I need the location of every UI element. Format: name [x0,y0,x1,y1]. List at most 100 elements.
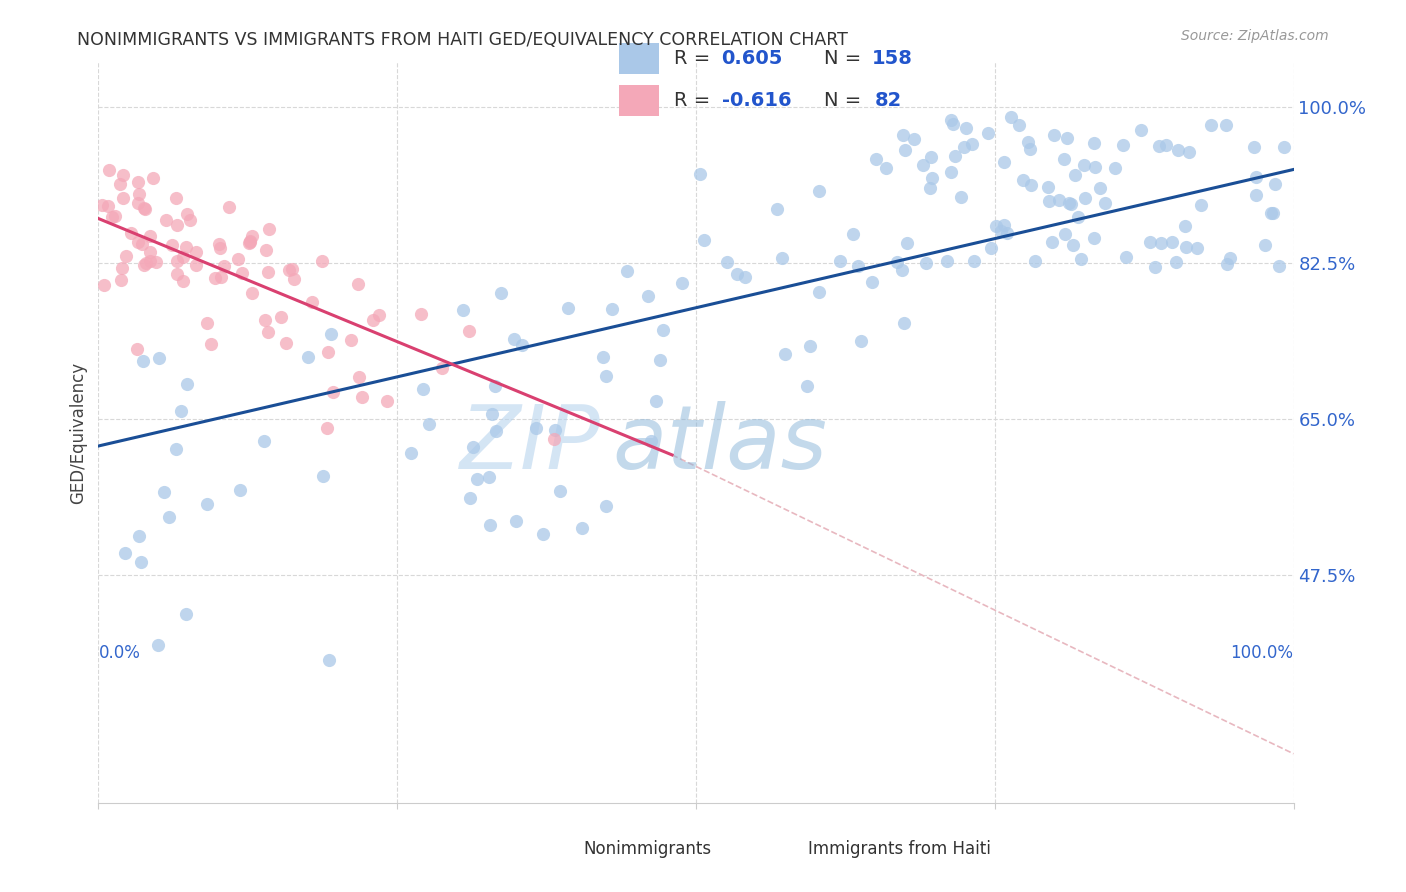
Point [112,191,135,205]
Point [557,301,579,315]
Point [209,270,232,285]
Point [1161,235,1184,249]
Point [915,255,938,269]
Point [1243,140,1265,154]
Point [651,323,673,337]
Text: N =: N = [824,91,868,111]
Point [256,325,278,339]
Point [1083,230,1105,244]
Point [281,262,304,277]
Point [238,235,260,250]
Point [993,155,1015,169]
Text: 0.0%: 0.0% [98,644,141,662]
Point [101,210,124,224]
Point [174,240,197,254]
Text: Immigrants from Haiti: Immigrants from Haiti [808,840,991,858]
Point [132,353,155,368]
Text: 82: 82 [875,91,903,111]
Point [184,244,207,259]
Point [208,237,231,252]
Y-axis label: GED/Equivalency: GED/Equivalency [69,361,87,504]
Point [347,277,370,292]
Point [218,200,240,214]
Point [503,332,526,346]
Point [734,269,756,284]
Text: Source: ZipAtlas.com: Source: ZipAtlas.com [1181,29,1329,43]
Point [91,198,114,212]
Point [1156,138,1178,153]
Point [650,352,672,367]
Point [943,149,966,163]
Point [953,140,976,154]
Point [949,190,972,204]
Point [204,271,226,285]
Point [995,226,1018,240]
Point [846,259,869,273]
Point [322,384,344,399]
Point [842,227,865,241]
Point [110,260,132,275]
Point [1053,227,1076,241]
Point [195,497,218,511]
Point [1042,128,1064,142]
FancyBboxPatch shape [619,85,659,116]
Point [240,229,263,244]
Point [254,312,277,326]
Point [478,470,501,484]
Point [254,243,277,257]
Point [891,263,914,277]
Point [465,472,488,486]
Point [893,316,915,330]
Point [108,177,131,191]
Point [430,360,453,375]
Point [135,256,157,270]
Point [1057,195,1080,210]
Point [259,222,281,236]
Point [1167,143,1189,157]
Point [875,161,897,175]
Point [172,250,194,264]
Point [616,264,638,278]
Point [1268,260,1291,274]
Point [186,258,208,272]
Point [1164,255,1187,269]
Point [114,249,136,263]
Point [451,303,474,318]
Point [97,162,120,177]
Point [120,226,142,240]
Point [1083,136,1105,150]
Point [316,421,339,435]
Point [418,417,440,431]
Point [276,335,298,350]
Point [1112,138,1135,153]
Point [865,152,887,166]
Text: 0.605: 0.605 [721,49,783,69]
Point [1017,135,1039,149]
Point [312,469,335,483]
Point [339,333,361,347]
Point [209,241,232,255]
Point [1215,118,1237,132]
Point [595,368,617,383]
Point [796,379,818,393]
Point [1040,235,1063,249]
Text: 158: 158 [872,49,912,69]
Point [139,244,162,259]
Point [799,338,821,352]
Point [127,342,149,356]
Point [1053,152,1076,166]
Point [155,213,177,227]
Text: R =: R = [673,91,717,111]
Point [139,253,162,268]
Point [766,202,789,216]
Point [111,169,134,183]
Point [375,394,398,409]
Point [1000,110,1022,124]
Point [911,158,934,172]
Point [896,235,918,250]
Point [716,255,738,269]
Point [1201,118,1223,132]
Text: 100.0%: 100.0% [1230,644,1294,662]
Point [239,234,262,248]
Point [1104,161,1126,175]
